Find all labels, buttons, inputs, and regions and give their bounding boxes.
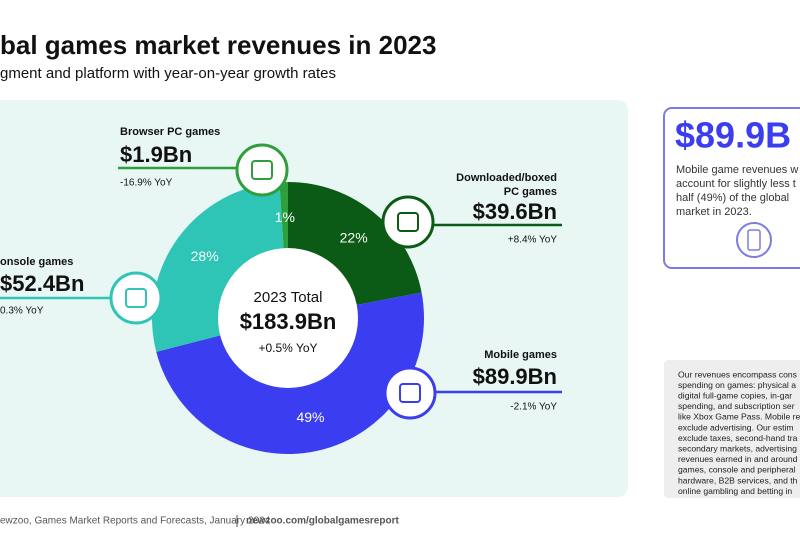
segment-growth: -16.9% YoY [120,178,173,189]
note-line: Our revenues encompass cons [678,369,797,379]
percent-label: 28% [191,248,219,264]
note-line: online gambling and betting in [678,486,792,496]
segment-revenue: $1.9Bn [120,142,192,167]
note-line: spending, and subscription ser [678,401,795,411]
notes-box [664,360,800,498]
segment-revenue: $52.4Bn [0,271,84,296]
donut-hole [218,248,358,388]
center-growth: +0.5% YoY [258,341,317,355]
highlight-text: Mobile game revenues w account for slight… [676,164,798,218]
title: bal games market revenues in 2023 [0,30,436,60]
icon-glyph [125,288,147,308]
note-line: like Xbox Game Pass. Mobile re [678,412,800,422]
segment-growth: 0.3% YoY [0,306,44,317]
segment-growth: +8.4% YoY [508,235,558,246]
segment-revenue: $89.9Bn [473,364,557,389]
segment-name: Downloaded/boxed [456,172,557,184]
segment-growth: -2.1% YoY [510,402,557,413]
percent-label: 1% [275,209,295,225]
note-line: digital full-game copies, in-gar [678,390,792,400]
donut-chart: 22% 49% 28% 1% 2023 Total $183.9Bn +0.5% YoY Do… [0,126,562,454]
icon-glyph [397,212,419,232]
percent-label: 49% [296,409,324,425]
note-line: exclude advertising. Our estim [678,422,794,432]
note-line: games, console and peripheral [678,465,796,475]
footer-url: newzoo.com/globalgamesreport [246,516,399,527]
segment-name: Browser PC games [120,126,220,138]
callout-icon [109,271,163,325]
phone-icon-shape [747,229,761,251]
highlight-line: Mobile game revenues w [676,164,798,176]
highlight-line: account for slightly less t [676,178,796,190]
segment-name: PC games [504,186,557,198]
highlight-value: $89.9B [675,115,791,156]
icon-glyph [399,383,421,403]
highlight-line: half (49%) of the global [676,192,789,204]
subtitle: gment and platform with year-on-year gro… [0,65,336,82]
note-line: spending on games: physical a [678,380,796,390]
segment-name: Mobile games [484,349,557,361]
icon-glyph [251,160,273,180]
note-line: secondary markets, advertising [678,443,797,453]
segment-revenue: $39.6Bn [473,199,557,224]
note-line: revenues earned in and around [678,454,798,464]
center-label: 2023 Total [254,289,323,306]
note-line: exclude taxes, second-hand tra [678,433,798,443]
phone-icon [736,222,772,258]
callout-icon [381,195,435,249]
highlight-line: market in 2023. [676,206,752,218]
note-line: hardware, B2B services, and th [678,475,798,485]
center-total: $183.9Bn [240,309,337,334]
callout-icon [383,366,437,420]
callout-icon [235,143,289,197]
segment-name: onsole games [0,256,73,268]
footer-source: ewzoo, Games Market Reports and Forecast… [0,516,271,527]
percent-label: 22% [340,229,368,245]
